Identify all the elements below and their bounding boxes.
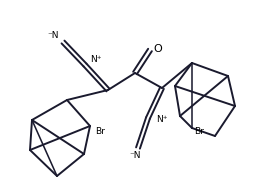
Text: O: O [154,44,162,54]
Text: N⁺: N⁺ [90,55,101,65]
Text: ⁻N: ⁻N [48,31,59,40]
Text: Br: Br [95,127,105,136]
Text: N⁺: N⁺ [156,116,167,124]
Text: Br: Br [194,127,204,136]
Text: ⁻N: ⁻N [129,151,141,161]
